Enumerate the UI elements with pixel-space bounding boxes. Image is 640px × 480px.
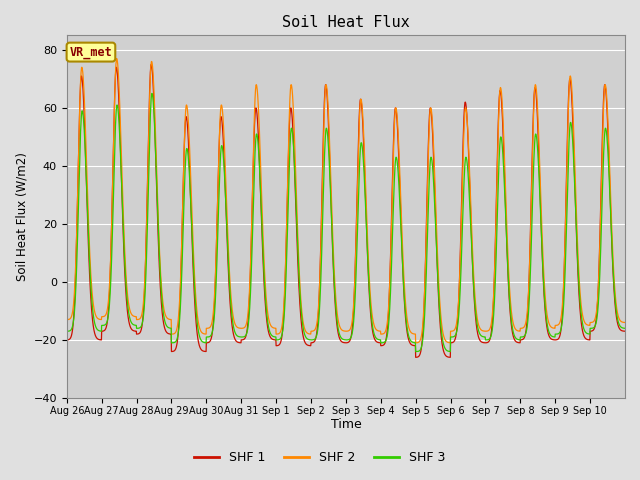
X-axis label: Time: Time xyxy=(330,419,361,432)
SHF 1 xyxy=(118,210,126,216)
SHF 1 xyxy=(546,334,554,340)
SHF 3 xyxy=(239,334,247,340)
SHF 1 xyxy=(239,337,247,343)
Y-axis label: Soil Heat Flux (W/m2): Soil Heat Flux (W/m2) xyxy=(15,152,28,281)
SHF 2 xyxy=(63,317,70,323)
SHF 3 xyxy=(148,91,156,96)
SHF 1 xyxy=(412,354,419,360)
SHF 3 xyxy=(380,340,387,346)
SHF 3 xyxy=(63,328,70,334)
SHF 1 xyxy=(380,342,387,348)
SHF 1 xyxy=(613,319,621,325)
SHF 1 xyxy=(147,61,155,67)
SHF 2 xyxy=(239,325,247,331)
SHF 1 xyxy=(63,337,70,343)
Title: Soil Heat Flux: Soil Heat Flux xyxy=(282,15,410,30)
SHF 3 xyxy=(515,336,522,342)
SHF 3 xyxy=(412,348,419,354)
SHF 2 xyxy=(621,320,628,325)
Line: SHF 2: SHF 2 xyxy=(67,59,625,343)
SHF 2 xyxy=(515,328,522,334)
Line: SHF 3: SHF 3 xyxy=(67,94,625,351)
SHF 3 xyxy=(613,314,621,320)
SHF 3 xyxy=(546,331,554,336)
SHF 2 xyxy=(412,340,419,346)
SHF 3 xyxy=(621,325,628,331)
Legend: SHF 1, SHF 2, SHF 3: SHF 1, SHF 2, SHF 3 xyxy=(189,446,451,469)
SHF 2 xyxy=(380,331,387,336)
Line: SHF 1: SHF 1 xyxy=(67,64,625,357)
SHF 1 xyxy=(621,328,628,334)
SHF 3 xyxy=(118,205,126,211)
SHF 1 xyxy=(515,340,522,346)
SHF 2 xyxy=(119,195,127,201)
Text: VR_met: VR_met xyxy=(70,46,112,59)
SHF 2 xyxy=(546,322,554,328)
SHF 2 xyxy=(613,309,621,314)
SHF 2 xyxy=(113,56,120,61)
